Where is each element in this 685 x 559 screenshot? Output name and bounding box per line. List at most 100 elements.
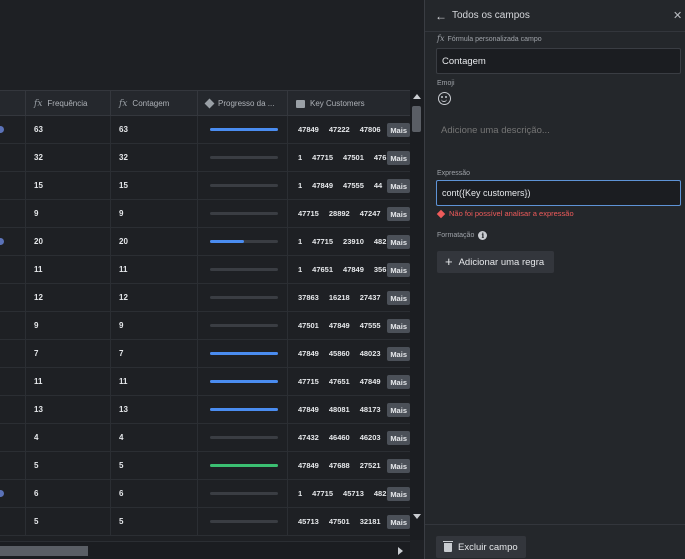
linked-record-chip[interactable]: 47555 bbox=[359, 321, 381, 330]
linked-record-chip[interactable]: 47715 bbox=[298, 209, 319, 218]
primary-cell[interactable] bbox=[0, 396, 26, 423]
primary-cell[interactable] bbox=[0, 284, 26, 311]
contagem-cell[interactable]: 11 bbox=[111, 368, 198, 395]
linked-record-chip[interactable]: 23910 bbox=[343, 237, 364, 246]
frequencia-cell[interactable]: 6 bbox=[26, 480, 111, 507]
linked-record-chip[interactable]: 44 bbox=[373, 181, 383, 190]
linked-record-chip[interactable]: 1 bbox=[298, 237, 303, 246]
progresso-cell[interactable] bbox=[198, 144, 288, 171]
primary-cell[interactable] bbox=[0, 228, 26, 255]
contagem-cell[interactable]: 63 bbox=[111, 116, 198, 143]
linked-record-chip[interactable]: 356 bbox=[373, 265, 387, 274]
table-row[interactable]: 5 5 45713 47501 32181 Mais bbox=[0, 508, 410, 536]
panel-title[interactable]: Todos os campos bbox=[452, 10, 530, 21]
linked-record-chip[interactable]: 37863 bbox=[298, 293, 319, 302]
more-button[interactable]: Mais bbox=[387, 179, 410, 193]
progresso-cell[interactable] bbox=[198, 368, 288, 395]
linked-record-chip[interactable]: 46203 bbox=[359, 433, 381, 442]
info-icon[interactable]: i bbox=[478, 231, 488, 240]
linked-record-chip[interactable]: 47849 bbox=[298, 125, 319, 134]
scrollbar-thumb[interactable] bbox=[0, 546, 88, 556]
field-name-input[interactable] bbox=[436, 48, 681, 74]
contagem-cell[interactable]: 15 bbox=[111, 172, 198, 199]
primary-cell[interactable] bbox=[0, 368, 26, 395]
linked-record-chip[interactable]: 45860 bbox=[328, 349, 350, 358]
scroll-right-arrow-icon[interactable] bbox=[398, 547, 403, 555]
linked-record-chip[interactable]: 47555 bbox=[343, 181, 364, 190]
progresso-cell[interactable] bbox=[198, 256, 288, 283]
contagem-cell[interactable]: 7 bbox=[111, 340, 198, 367]
key-customers-cell[interactable]: 47715 28892 47247 Mais bbox=[288, 200, 410, 227]
table-row[interactable]: 11 11 47715 47651 47849 Mais bbox=[0, 368, 410, 396]
frequencia-cell[interactable]: 20 bbox=[26, 228, 111, 255]
table-row[interactable]: 32 32 1 47715 47501 476 Mais bbox=[0, 144, 410, 172]
more-button[interactable]: Mais bbox=[387, 123, 410, 137]
frequencia-cell[interactable]: 12 bbox=[26, 284, 111, 311]
description-input[interactable] bbox=[436, 112, 681, 152]
table-row[interactable]: 63 63 47849 47222 47806 Mais bbox=[0, 116, 410, 144]
linked-record-chip[interactable]: 32181 bbox=[359, 517, 381, 526]
linked-record-chip[interactable]: 47849 bbox=[328, 321, 350, 330]
scroll-down-arrow-icon[interactable] bbox=[413, 514, 421, 519]
more-button[interactable]: Mais bbox=[387, 459, 410, 473]
linked-record-chip[interactable]: 47247 bbox=[359, 209, 381, 218]
more-button[interactable]: Mais bbox=[387, 263, 410, 277]
linked-record-chip[interactable]: 47501 bbox=[328, 517, 350, 526]
table-row[interactable]: 4 4 47432 46460 46203 Mais bbox=[0, 424, 410, 452]
linked-record-chip[interactable]: 476 bbox=[373, 153, 387, 162]
primary-cell[interactable] bbox=[0, 116, 26, 143]
progresso-cell[interactable] bbox=[198, 480, 288, 507]
key-customers-cell[interactable]: 47501 47849 47555 Mais bbox=[288, 312, 410, 339]
contagem-cell[interactable]: 20 bbox=[111, 228, 198, 255]
linked-record-chip[interactable]: 48023 bbox=[359, 349, 381, 358]
key-customers-cell[interactable]: 45713 47501 32181 Mais bbox=[288, 508, 410, 535]
linked-record-chip[interactable]: 47715 bbox=[298, 377, 319, 386]
linked-record-chip[interactable]: 482 bbox=[373, 237, 387, 246]
primary-cell[interactable] bbox=[0, 508, 26, 535]
linked-record-chip[interactable]: 27521 bbox=[359, 461, 381, 470]
contagem-cell[interactable]: 9 bbox=[111, 312, 198, 339]
primary-cell[interactable] bbox=[0, 452, 26, 479]
linked-record-chip[interactable]: 47715 bbox=[312, 489, 334, 498]
scroll-up-arrow-icon[interactable] bbox=[413, 94, 421, 99]
linked-record-chip[interactable]: 47651 bbox=[312, 265, 334, 274]
frequencia-cell[interactable]: 63 bbox=[26, 116, 111, 143]
linked-record-chip[interactable]: 28892 bbox=[328, 209, 350, 218]
key-customers-cell[interactable]: 1 47715 47501 476 Mais bbox=[288, 144, 410, 171]
table-row[interactable]: 11 11 1 47651 47849 356 Mais bbox=[0, 256, 410, 284]
more-button[interactable]: Mais bbox=[387, 375, 410, 389]
linked-record-chip[interactable]: 1 bbox=[298, 181, 303, 190]
contagem-cell[interactable]: 12 bbox=[111, 284, 198, 311]
linked-record-chip[interactable]: 1 bbox=[298, 489, 303, 498]
progresso-cell[interactable] bbox=[198, 200, 288, 227]
frequencia-cell[interactable]: 15 bbox=[26, 172, 111, 199]
arrow-left-icon[interactable]: ← bbox=[435, 9, 447, 23]
frequencia-cell[interactable]: 13 bbox=[26, 396, 111, 423]
more-button[interactable]: Mais bbox=[387, 347, 410, 361]
key-customers-cell[interactable]: 47849 48081 48173 Mais bbox=[288, 396, 410, 423]
primary-cell[interactable] bbox=[0, 480, 26, 507]
linked-record-chip[interactable]: 47501 bbox=[298, 321, 319, 330]
linked-record-chip[interactable]: 46460 bbox=[328, 433, 350, 442]
key-customers-cell[interactable]: 47432 46460 46203 Mais bbox=[288, 424, 410, 451]
key-customers-cell[interactable]: 47849 45860 48023 Mais bbox=[288, 340, 410, 367]
progresso-cell[interactable] bbox=[198, 452, 288, 479]
primary-cell[interactable] bbox=[0, 340, 26, 367]
key-customers-cell[interactable]: 47849 47222 47806 Mais bbox=[288, 116, 410, 143]
linked-record-chip[interactable]: 482 bbox=[373, 489, 387, 498]
progresso-cell[interactable] bbox=[198, 172, 288, 199]
more-button[interactable]: Mais bbox=[387, 207, 410, 221]
linked-record-chip[interactable]: 27437 bbox=[359, 293, 381, 302]
contagem-cell[interactable]: 13 bbox=[111, 396, 198, 423]
more-button[interactable]: Mais bbox=[387, 515, 410, 529]
linked-record-chip[interactable]: 47688 bbox=[328, 461, 350, 470]
column-header-primary[interactable] bbox=[0, 91, 26, 116]
scrollbar-thumb[interactable] bbox=[412, 106, 421, 132]
add-rule-button[interactable]: + Adicionar uma regra bbox=[437, 251, 554, 273]
table-row[interactable]: 20 20 1 47715 23910 482 Mais bbox=[0, 228, 410, 256]
primary-cell[interactable] bbox=[0, 424, 26, 451]
contagem-cell[interactable]: 9 bbox=[111, 200, 198, 227]
vertical-scrollbar[interactable] bbox=[410, 90, 424, 540]
linked-record-chip[interactable]: 47806 bbox=[359, 125, 381, 134]
frequencia-cell[interactable]: 5 bbox=[26, 508, 111, 535]
